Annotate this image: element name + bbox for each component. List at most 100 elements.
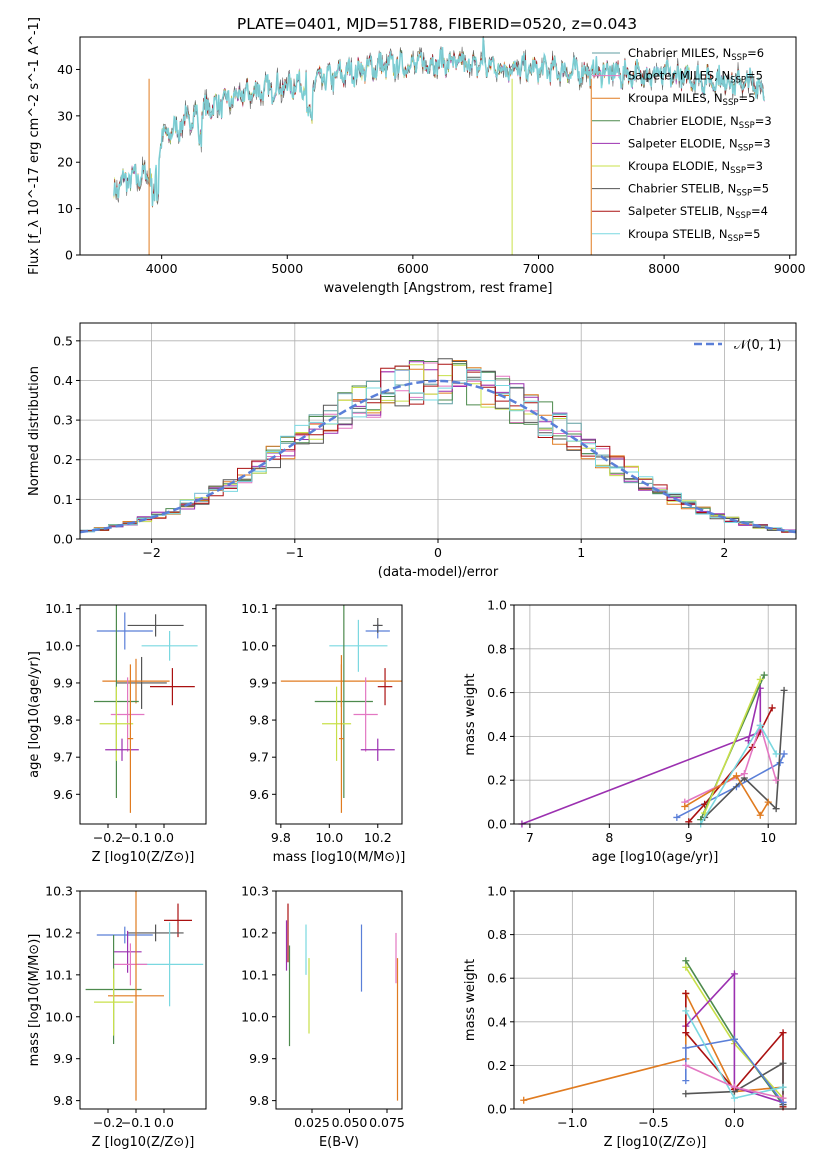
x-tick-label: −2 — [142, 545, 160, 560]
y-tick-label: 10.0 — [45, 638, 73, 653]
weight-marker — [779, 1059, 787, 1067]
x-tick-label: 10 — [760, 830, 776, 845]
y-tick-label: 0.8 — [487, 641, 507, 656]
y-tick-label: 10.0 — [241, 638, 269, 653]
y-tick-label: 0.0 — [487, 817, 507, 832]
y-tick-label: 10.2 — [241, 925, 269, 940]
figure-title: PLATE=0401, MJD=51788, FIBERID=0520, z=0… — [237, 15, 637, 33]
y-tick-label: 10.1 — [241, 967, 269, 982]
panel-age_vs_Z — [94, 605, 198, 813]
axes-age_vs_Z: −0.2−0.1 0.0 9.6 9.7 9.8 9.9 10.0 10.1 Z [log10(… — [27, 601, 207, 865]
y-tick-label: 10.0 — [241, 1009, 269, 1024]
y-tick-label: 0.4 — [53, 373, 73, 388]
axes-frame — [275, 890, 403, 1110]
y-axis-label: mass weight — [463, 959, 478, 1041]
x-tick-label: 0.0 — [154, 1115, 174, 1130]
panel-mass_vs_EBV — [285, 903, 399, 1101]
axes-frame — [79, 36, 797, 256]
weight-marker — [756, 721, 764, 729]
x-tick-label: −0.2 — [93, 830, 123, 845]
y-tick-label: 1.0 — [487, 884, 507, 899]
weight-marker — [740, 770, 748, 778]
errorbars — [85, 891, 204, 1101]
x-axis-label: mass [log10(M/M⊙)] — [273, 850, 406, 865]
y-tick-label: 10 — [57, 201, 73, 216]
x-tick-label: 0.025 — [294, 1115, 330, 1130]
y-tick-label: 10.1 — [45, 967, 73, 982]
weight-marker — [682, 989, 690, 997]
y-tick-label: 0.4 — [487, 729, 507, 744]
y-axis-label: Flux [f_λ 10^-17 erg cm^-2 s^-1 A^-1] — [27, 17, 42, 275]
spectrum-legend: Chabrier MILES, NSSP=6 Salpeter MILES, NS… — [592, 46, 772, 244]
x-tick-label: −0.1 — [121, 830, 151, 845]
weight-marker — [682, 1077, 690, 1085]
y-tick-label: 9.6 — [249, 787, 269, 802]
x-axis-label: (data-model)/error — [378, 565, 499, 580]
panel-mass_vs_Z — [85, 891, 204, 1101]
y-tick-label: 10.3 — [241, 884, 269, 899]
weight-marker — [730, 1083, 738, 1091]
x-tick-label: 6000 — [397, 261, 429, 276]
x-tick-label: 0.0 — [154, 830, 174, 845]
x-tick-label: 9.8 — [271, 830, 291, 845]
y-axis-label: mass weight — [463, 673, 478, 755]
x-axis-label: E(B-V) — [319, 1135, 359, 1150]
legend-label: Kroupa STELIB, NSSP=5 — [628, 227, 760, 244]
errorbars — [285, 903, 399, 1101]
axes-mass_weight_vs_Z: −1.0 −0.5 0.0 0.0 0.2 0.4 0.6 0.8 1.0 Z [log10(Z/… — [463, 884, 797, 1150]
weight-marker — [756, 811, 764, 819]
y-tick-label: 10.3 — [45, 884, 73, 899]
axes-frame — [513, 890, 797, 1110]
panel-spectrum — [113, 35, 766, 255]
x-tick-label: 4000 — [146, 261, 178, 276]
x-tick-label: 8 — [605, 830, 613, 845]
x-tick-label: 7 — [526, 830, 534, 845]
x-tick-label: 0.0 — [724, 1115, 744, 1130]
x-tick-label: 1 — [577, 545, 585, 560]
y-axis-label: Normed distribution — [27, 366, 42, 496]
y-tick-label: 0 — [65, 248, 73, 263]
histogram-series — [80, 363, 796, 533]
y-tick-label: 0.2 — [53, 452, 73, 467]
axes-frame — [513, 604, 797, 825]
x-tick-label: 5000 — [271, 261, 303, 276]
panel-mass_weight_vs_age — [514, 604, 796, 828]
y-tick-label: 9.9 — [53, 1051, 73, 1066]
axes-age_vs_mass: 9.8 10.0 10.2 9.6 9.7 9.8 9.9 10.0 10.1 mass [log… — [241, 601, 405, 865]
axes-mass_vs_Z: −0.2−0.1 0.0 9.8 9.9 10.0 10.1 10.2 10.3 Z [log1… — [27, 884, 207, 1150]
weight-marker — [780, 686, 788, 694]
y-tick-label: 0.6 — [487, 971, 507, 986]
y-tick-label: 9.7 — [53, 750, 73, 765]
weight-marker — [772, 776, 780, 784]
weight-marker — [772, 805, 780, 813]
legend-label: 𝒩(0, 1) — [734, 338, 781, 353]
weight-marker — [682, 1090, 690, 1098]
panel-residuals — [79, 323, 797, 540]
weight-marker — [779, 1094, 787, 1102]
x-tick-label: 9000 — [774, 261, 806, 276]
axes-spectrum: 4000 5000 6000 7000 8000 9000 0 10 20 30 40 wavelen… — [27, 17, 806, 296]
x-tick-label: 0.075 — [369, 1115, 405, 1130]
y-tick-label: 0.6 — [487, 685, 507, 700]
weight-marker — [682, 957, 690, 965]
x-tick-label: −1 — [286, 545, 304, 560]
axes-residuals: −2 −1 0 1 2 0.0 0.1 0.2 0.3 0.4 0.5 (data-model)/er… — [27, 322, 797, 580]
axes-mass_weight_vs_age: 7 8 9 10 0.0 0.2 0.4 0.6 0.8 1.0 age [log10(age/yr… — [463, 598, 797, 865]
weight-marker — [682, 1044, 690, 1052]
x-tick-label: 7000 — [523, 261, 555, 276]
y-tick-label: 10.1 — [241, 601, 269, 616]
legend-label: Kroupa ELODIE, NSSP=3 — [628, 159, 763, 176]
legend-label: Chabrier STELIB, NSSP=5 — [628, 182, 769, 199]
legend-label: Chabrier ELODIE, NSSP=3 — [628, 114, 772, 131]
y-tick-label: 30 — [57, 108, 73, 123]
x-tick-label: 0 — [434, 545, 442, 560]
y-tick-label: 20 — [57, 155, 73, 170]
weight-marker — [756, 675, 764, 683]
weight-marker — [682, 963, 690, 971]
axes-frame — [79, 890, 207, 1110]
y-tick-label: 0.5 — [53, 333, 73, 348]
normal-curve — [79, 379, 797, 534]
weight-marker — [681, 802, 689, 810]
weight-series — [703, 679, 762, 814]
